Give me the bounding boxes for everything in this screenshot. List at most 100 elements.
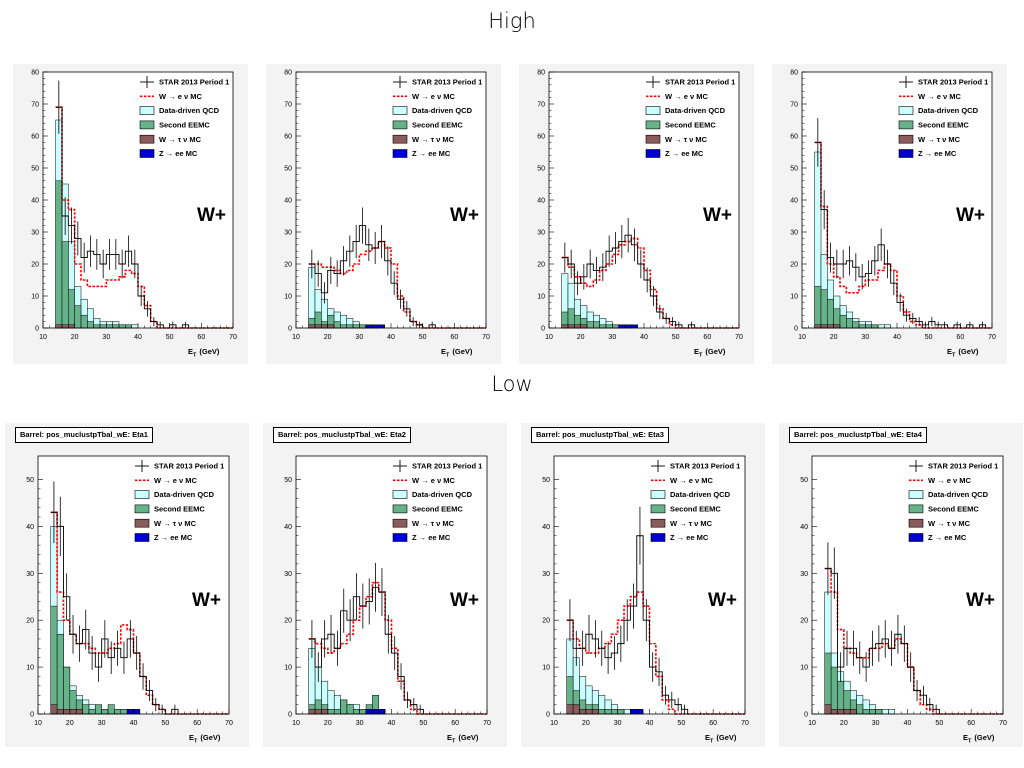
xtick-label: 40	[388, 720, 396, 727]
ytick-label: 0	[546, 712, 550, 719]
bar-5-12	[126, 709, 134, 715]
legend-label: STAR 2013 Period 1	[670, 462, 740, 471]
bar-3-9	[871, 324, 879, 329]
legend-marker-box	[908, 533, 924, 542]
x-axis-label: ET (GeV)	[705, 733, 737, 745]
legend-marker-box	[134, 533, 150, 542]
xtick-label: 10	[34, 720, 42, 727]
legend-label: Second EEMC	[159, 121, 210, 130]
bar-3-7	[352, 324, 360, 329]
xtick-label: 50	[419, 720, 427, 727]
xtick-label: 30	[98, 720, 106, 727]
ytick-label: 50	[537, 166, 545, 173]
section-title-high: High	[488, 9, 536, 33]
annotation-wplus: W+	[450, 205, 479, 226]
bar-3-7	[95, 704, 102, 715]
x-axis-label-main: E	[447, 733, 452, 742]
legend-marker-box	[139, 106, 155, 115]
legend-label: Data-driven QCD	[412, 490, 473, 499]
bar-4-1	[56, 709, 64, 715]
annotation-wplus: W+	[197, 205, 226, 226]
chart-panel-low-2: 0 10 20 30 40 50 10 20 30 40 50 60 70 ET (GeV) STAR 201…	[263, 423, 507, 747]
ytick-label: 0	[794, 326, 798, 333]
xtick-label: 20	[577, 334, 585, 341]
bar-4-1	[61, 324, 69, 329]
bar-3-8	[101, 709, 109, 715]
bar-3-3	[74, 305, 82, 329]
ytick-label: 40	[284, 524, 292, 531]
xtick-label: 30	[872, 720, 880, 727]
xtick-label: 70	[482, 334, 490, 341]
legend-label: Second EEMC	[154, 505, 205, 514]
bar-5-11	[378, 324, 385, 329]
bar-5-13	[133, 709, 141, 715]
ytick-label: 10	[31, 294, 39, 301]
legend-label: Second EEMC	[670, 505, 721, 514]
legend-marker-box	[134, 518, 150, 528]
chart-panel-high-3: 0 10 20 30 40 50 60 70 80 10 20 30 40 50 60 70 ET (GeV) ST…	[519, 64, 754, 364]
x-axis-label-main: E	[705, 733, 710, 742]
ytick-label: 40	[31, 198, 39, 205]
legend-marker-box	[908, 504, 924, 514]
x-axis-label-sub: T	[446, 353, 450, 359]
xtick-label: 70	[483, 720, 491, 727]
legend-label: Z → ee MC	[412, 533, 451, 542]
xtick-label: 70	[999, 720, 1007, 727]
xtick-label: 20	[324, 720, 332, 727]
bar-3-5	[598, 709, 606, 715]
data-step-line	[55, 106, 233, 329]
bar-3-7	[605, 324, 613, 329]
bar-3-5	[856, 704, 864, 715]
legend-label: Z → ee MC	[154, 533, 193, 542]
bar-3-4	[80, 314, 88, 329]
legend-marker-box	[392, 134, 408, 144]
bar-5-11	[631, 324, 638, 329]
chart-panel-high-4: 0 10 20 30 40 50 60 70 80 10 20 30 40 50 60 70 ET (GeV) ST…	[772, 64, 1007, 364]
xtick-label: 70	[741, 720, 749, 727]
xtick-label: 50	[419, 334, 427, 341]
x-axis-label-main: E	[947, 347, 952, 356]
bar-3-7	[869, 709, 876, 715]
xtick-label: 60	[193, 720, 201, 727]
plot-area	[812, 456, 1003, 714]
bar-3-5	[87, 321, 94, 329]
annotation-wplus: W+	[956, 205, 985, 226]
bar-4-3	[833, 324, 841, 329]
bar-5-10	[624, 324, 632, 329]
x-axis-label-main: E	[441, 347, 446, 356]
legend-marker-box	[645, 149, 661, 158]
bar-3-7	[353, 709, 360, 715]
x-axis-label-unit: (GeV)	[958, 347, 979, 356]
ytick-label: 10	[26, 665, 34, 672]
legend-label: W → e ν MC	[918, 92, 962, 101]
x-axis-label-sub: T	[699, 353, 703, 359]
bar-3-6	[346, 324, 354, 329]
bar-5-9	[365, 324, 373, 329]
bar-4-2	[579, 709, 587, 715]
xtick-label: 40	[134, 334, 142, 341]
legend-label: W → e ν MC	[670, 476, 714, 485]
bar-5-11	[636, 709, 644, 715]
bar-3-5	[846, 318, 853, 329]
bar-3-9	[107, 704, 115, 715]
x-axis-label-sub: T	[194, 739, 198, 745]
section-title-low: Low	[491, 372, 533, 396]
xtick-label: 50	[166, 334, 174, 341]
ytick-label: 30	[284, 230, 292, 237]
xtick-label: 30	[608, 334, 616, 341]
bar-3-10	[114, 709, 122, 715]
bar-4-2	[321, 709, 329, 715]
x-axis-label-unit: (GeV)	[716, 733, 737, 742]
bar-4-1	[572, 704, 580, 715]
bar-5-9	[365, 709, 373, 715]
bar-3-9	[112, 324, 120, 329]
x-axis-label: ET (GeV)	[694, 347, 726, 359]
bar-3-0	[55, 180, 63, 329]
bar-5-10	[372, 709, 380, 715]
ytick-label: 20	[800, 618, 808, 625]
legend-label: Data-driven QCD	[665, 106, 726, 115]
bar-3-7	[611, 709, 618, 715]
bar-3-6	[599, 324, 607, 329]
